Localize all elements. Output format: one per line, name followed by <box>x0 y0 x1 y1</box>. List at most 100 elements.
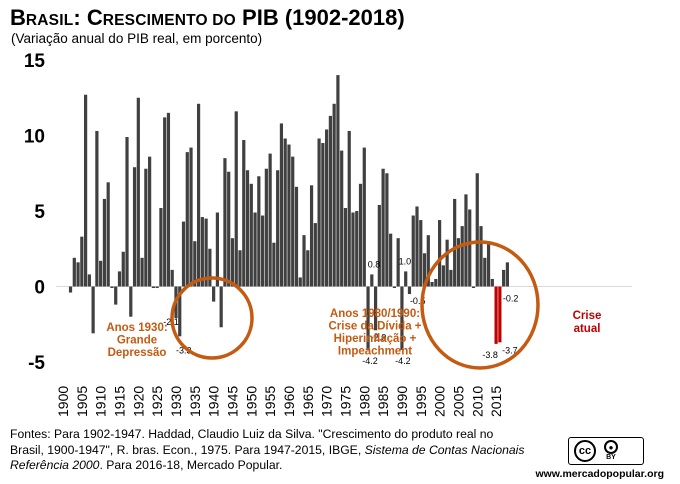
bar-2009 <box>471 286 476 289</box>
bar-1969 <box>321 143 325 287</box>
bar-1974 <box>340 150 344 287</box>
bar-1962 <box>294 186 299 287</box>
bar-1967 <box>313 223 317 287</box>
bar-2004 <box>453 198 457 287</box>
bar-1933 <box>185 152 189 287</box>
x-tick-label: 1960 <box>281 386 297 417</box>
bar-2000 <box>438 220 442 287</box>
bar-1934 <box>189 147 193 287</box>
x-tick-label: 1955 <box>262 386 278 417</box>
x-tick-label: 1935 <box>187 386 203 417</box>
annotation-text: Crise <box>573 310 602 322</box>
x-tick-label: 1950 <box>243 386 259 417</box>
x-tick-label: 1980 <box>356 386 372 417</box>
bar-2016 <box>498 286 502 343</box>
bar-1918 <box>129 286 133 317</box>
bar-1924 <box>151 286 155 289</box>
annotation-text: Impeachment <box>338 346 412 358</box>
data-label: -0.2 <box>503 294 519 304</box>
bar-1978 <box>355 211 359 287</box>
bar-2012 <box>483 257 487 287</box>
x-tick-label: 1985 <box>375 386 391 417</box>
sources-note: Fontes: Para 1902-1947. Haddad, Claudio … <box>10 427 525 472</box>
bar-1952 <box>257 176 261 287</box>
bar-1963 <box>298 277 302 287</box>
bar-1912 <box>106 182 110 287</box>
bar-1943 <box>223 158 227 287</box>
bar-2006 <box>460 226 464 287</box>
bar-1942 <box>219 286 223 328</box>
bar-2007 <box>464 194 468 287</box>
bar-1940 <box>212 286 216 302</box>
bar-1987 <box>389 233 393 287</box>
bar-2002 <box>445 239 449 287</box>
bar-1916 <box>121 251 125 287</box>
bar-1999 <box>434 278 438 287</box>
y-tick-label: 5 <box>34 202 45 223</box>
bar-1905 <box>80 236 84 287</box>
license-by-label: BY <box>606 454 616 461</box>
x-tick-label: 1940 <box>206 386 222 417</box>
bar-1937 <box>200 217 204 287</box>
bar-1919 <box>132 167 137 287</box>
bar-1925 <box>155 286 159 289</box>
bar-1935 <box>193 241 197 287</box>
bar-1908 <box>91 286 95 334</box>
bar-1913 <box>110 286 114 289</box>
annotation-text: Anos 1980/1990: <box>330 308 420 320</box>
bar-1972 <box>332 103 336 287</box>
bar-1915 <box>117 271 122 287</box>
bar-1907 <box>87 274 91 287</box>
bar-1966 <box>309 185 314 287</box>
bar-1944 <box>227 171 231 287</box>
bar-1904 <box>76 262 80 287</box>
bar-1956 <box>272 242 276 287</box>
bar-1980 <box>362 147 366 287</box>
chart-subtitle: (Variação anual do PIB real, em porcento… <box>11 31 263 46</box>
x-tick-label: 1975 <box>337 386 353 417</box>
bar-1959 <box>283 138 287 287</box>
bar-1968 <box>317 138 321 287</box>
bar-1950 <box>249 183 253 287</box>
bar-1993 <box>411 215 415 287</box>
bar-2017 <box>502 269 506 287</box>
creative-commons-icon: cc <box>574 440 596 462</box>
bar-1909 <box>95 130 99 287</box>
x-tick-label: 1995 <box>413 386 429 417</box>
attribution-person-icon: ● <box>604 440 618 454</box>
bar-1961 <box>291 156 295 287</box>
data-label: -3.7 <box>502 345 518 355</box>
x-tick-label: 1900 <box>55 386 71 417</box>
x-tick-label: 1930 <box>168 386 184 417</box>
bar-1926 <box>159 207 163 287</box>
bar-1994 <box>415 206 419 287</box>
bar-2003 <box>449 269 453 287</box>
x-tick-label: 2015 <box>488 386 504 417</box>
bar-1995 <box>419 220 423 287</box>
bar-1989 <box>396 238 400 287</box>
website-url: www.mercadopopular.org <box>535 468 664 480</box>
bar-1983 <box>373 286 378 331</box>
x-tick-label: 2010 <box>469 386 485 417</box>
bar-1975 <box>343 207 348 287</box>
bar-1988 <box>392 286 397 289</box>
bar-1970 <box>325 129 329 287</box>
data-label: -3.3 <box>176 345 192 355</box>
data-label: -0.5 <box>410 296 426 306</box>
x-tick-label: 1925 <box>149 386 165 417</box>
highlight-circle-1930s <box>170 276 254 360</box>
bar-1917 <box>125 137 129 287</box>
bar-1957 <box>276 170 280 287</box>
y-tick-label: 0 <box>34 278 45 299</box>
x-tick-label: 1965 <box>300 386 316 417</box>
bar-1951 <box>253 212 257 287</box>
bar-1979 <box>358 183 363 287</box>
bar-1932 <box>181 221 186 287</box>
bar-1985 <box>381 168 385 287</box>
x-tick-label: 2000 <box>432 386 448 417</box>
chart-title: BRASIL: CRESCIMENTO DO PIB (1902-2018) <box>10 5 405 30</box>
bar-1941 <box>215 212 220 287</box>
bar-2013 <box>486 241 491 287</box>
x-tick-label: 1920 <box>130 386 146 417</box>
annotation-text: atual <box>574 323 601 335</box>
